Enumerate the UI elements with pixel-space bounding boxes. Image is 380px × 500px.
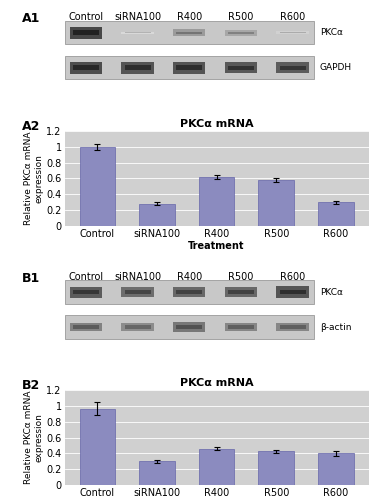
Text: siRNA100: siRNA100 (114, 272, 161, 281)
Bar (139, 462, 175, 485)
Y-axis label: Relative PKCα mRNA
expression: Relative PKCα mRNA expression (24, 391, 44, 484)
Bar (125, 66, 150, 70)
Bar (73, 326, 99, 328)
Bar (121, 323, 154, 331)
Text: R500: R500 (228, 12, 253, 22)
Bar (280, 290, 306, 294)
Bar (121, 287, 154, 297)
Text: Control: Control (68, 272, 103, 281)
Text: GAPDH: GAPDH (320, 64, 352, 72)
Bar (125, 290, 150, 294)
Bar (228, 32, 254, 34)
Bar (225, 323, 257, 331)
Text: R500: R500 (228, 272, 253, 281)
Bar (176, 66, 202, 70)
Bar (173, 287, 206, 297)
Bar (79, 408, 115, 485)
Bar (225, 287, 257, 297)
Bar (70, 286, 102, 298)
Bar (173, 62, 206, 74)
Bar (139, 204, 175, 226)
Title: PKCα mRNA: PKCα mRNA (180, 119, 253, 129)
Bar (228, 326, 254, 328)
Bar (258, 451, 294, 485)
Bar (65, 56, 314, 80)
Bar (199, 177, 234, 226)
Bar (65, 21, 314, 44)
Bar (258, 180, 294, 226)
Bar (73, 290, 99, 294)
Bar (199, 449, 234, 485)
Bar (65, 316, 314, 338)
Text: A1: A1 (22, 12, 40, 26)
Text: PKCα: PKCα (320, 28, 343, 38)
Bar (176, 32, 202, 34)
Text: A2: A2 (22, 120, 40, 133)
Bar (125, 32, 150, 34)
Bar (225, 62, 257, 74)
Bar (228, 66, 254, 70)
Bar (228, 290, 254, 294)
Text: siRNA100: siRNA100 (114, 12, 161, 22)
Bar (276, 286, 309, 298)
Text: R600: R600 (280, 272, 305, 281)
Text: B2: B2 (22, 379, 40, 392)
Text: R600: R600 (280, 12, 305, 22)
Bar (225, 30, 257, 36)
Bar (121, 62, 154, 74)
Bar (318, 454, 354, 485)
Bar (121, 32, 154, 34)
Text: B1: B1 (22, 272, 40, 284)
Bar (65, 280, 314, 303)
Bar (70, 62, 102, 74)
Text: Control: Control (68, 12, 103, 22)
Bar (276, 62, 309, 74)
Bar (73, 66, 99, 70)
Bar (125, 326, 150, 328)
Text: β-actin: β-actin (320, 322, 352, 332)
Bar (70, 323, 102, 331)
Title: PKCα mRNA: PKCα mRNA (180, 378, 253, 388)
Bar (280, 66, 306, 70)
Text: R400: R400 (177, 272, 202, 281)
Bar (276, 32, 309, 34)
Bar (173, 30, 206, 36)
X-axis label: Treatment: Treatment (188, 242, 245, 252)
Bar (176, 325, 202, 329)
Bar (318, 202, 354, 226)
Y-axis label: Relative PKCα mRNA
expression: Relative PKCα mRNA expression (24, 132, 44, 225)
Bar (280, 32, 306, 34)
Bar (79, 147, 115, 226)
Bar (173, 322, 206, 332)
Bar (73, 30, 99, 36)
Bar (176, 290, 202, 294)
Text: PKCα: PKCα (320, 288, 343, 296)
Text: R400: R400 (177, 12, 202, 22)
Bar (70, 26, 102, 39)
Bar (276, 323, 309, 331)
Bar (280, 326, 306, 328)
